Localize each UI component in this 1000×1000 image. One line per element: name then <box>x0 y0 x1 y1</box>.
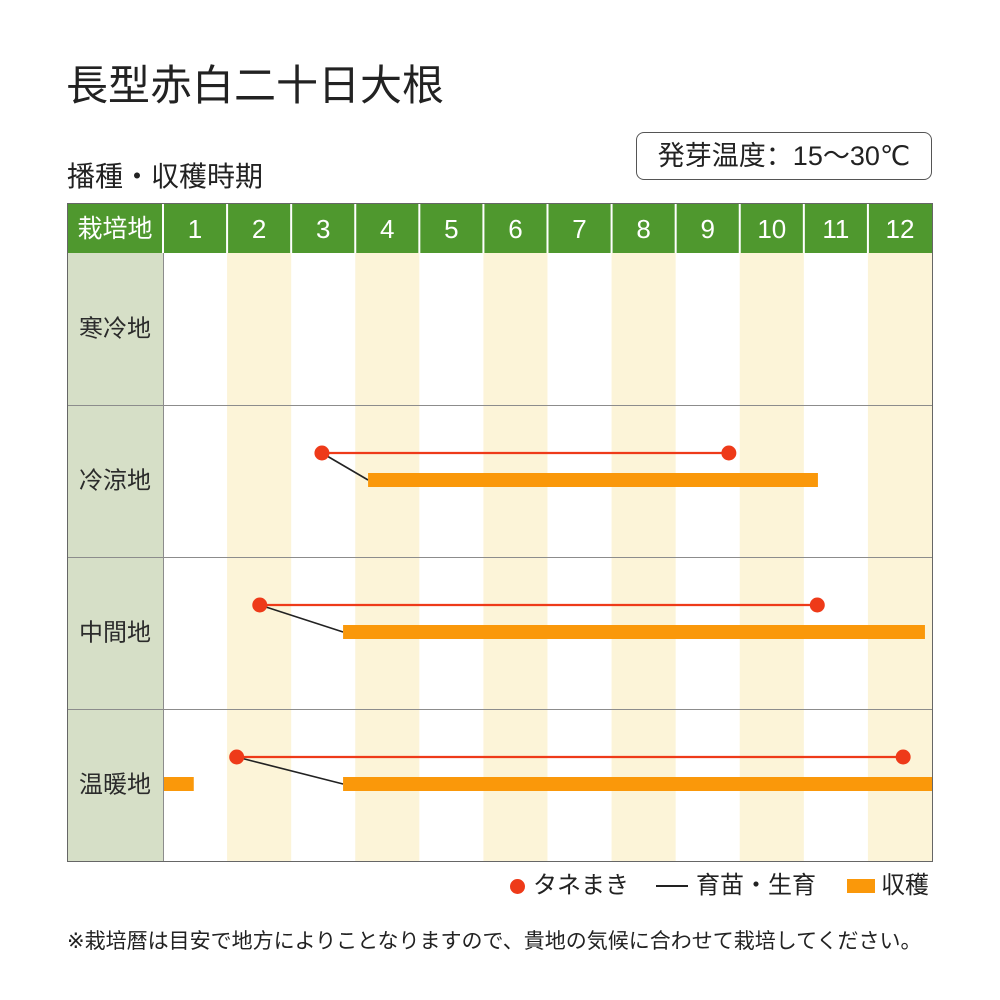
germination-temperature-box: 発芽温度：15〜30℃ <box>636 132 932 180</box>
month-label-6: 6 <box>508 214 522 244</box>
harvest-bar-row4-1 <box>163 777 194 791</box>
month-label-8: 8 <box>636 214 650 244</box>
month-label-3: 3 <box>316 214 330 244</box>
sowing-end-dot-row3 <box>809 597 825 613</box>
sowing-start-dot-row2 <box>314 445 330 461</box>
month-label-7: 7 <box>572 214 586 244</box>
chart-subtitle: 播種・収穫時期 <box>67 161 264 192</box>
sowing-end-dot-row2 <box>721 445 737 461</box>
sowing-start-dot-row3 <box>252 597 268 613</box>
month-label-11: 11 <box>822 214 849 244</box>
footnote: ※栽培暦は目安で地方によりことなりますので、貴地の気候に合わせて栽培してください… <box>67 930 922 953</box>
month-label-9: 9 <box>700 214 714 244</box>
legend-label-harvest: 収穫 <box>881 872 929 899</box>
month-header-background <box>67 203 932 253</box>
month-label-2: 2 <box>252 214 266 244</box>
month-header: 1 2 3 4 5 6 7 8 9 10 11 12 <box>162 203 914 253</box>
schedule-marks <box>163 445 932 791</box>
month-label-1: 1 <box>188 214 202 244</box>
legend-label-sowing: タネまき <box>533 872 629 899</box>
region-label-3: 中間地 <box>79 620 151 647</box>
month-label-10: 10 <box>757 214 786 244</box>
region-label-2: 冷涼地 <box>79 468 151 495</box>
growth-line-row2-1 <box>321 452 369 481</box>
growth-legend-line <box>656 885 688 887</box>
region-label-1: 寒冷地 <box>79 316 151 343</box>
growth-line-row4-1 <box>236 756 344 785</box>
germination-temperature-label: 発芽温度：15〜30℃ <box>657 141 911 171</box>
growth-line-row3-1 <box>259 604 344 633</box>
page-title: 長型赤白二十日大根 <box>66 62 445 109</box>
region-header-label: 栽培地 <box>77 215 152 243</box>
region-label-4: 温暖地 <box>79 772 151 799</box>
sowing-end-dot-row4 <box>895 749 911 765</box>
legend-label-growth: 育苗・生育 <box>696 872 816 899</box>
month-label-12: 12 <box>885 214 914 244</box>
sowing-start-dot-row4 <box>229 749 245 765</box>
month-label-4: 4 <box>380 214 394 244</box>
sowing-legend-dot <box>510 879 525 894</box>
harvest-bar-row4-2 <box>343 777 932 791</box>
harvest-bar-row3-1 <box>343 625 925 639</box>
harvest-legend-swatch <box>847 879 875 893</box>
grid-lines <box>67 253 932 861</box>
month-label-5: 5 <box>444 214 458 244</box>
harvest-bar-row2-1 <box>368 473 818 487</box>
chart-border <box>67 203 933 862</box>
